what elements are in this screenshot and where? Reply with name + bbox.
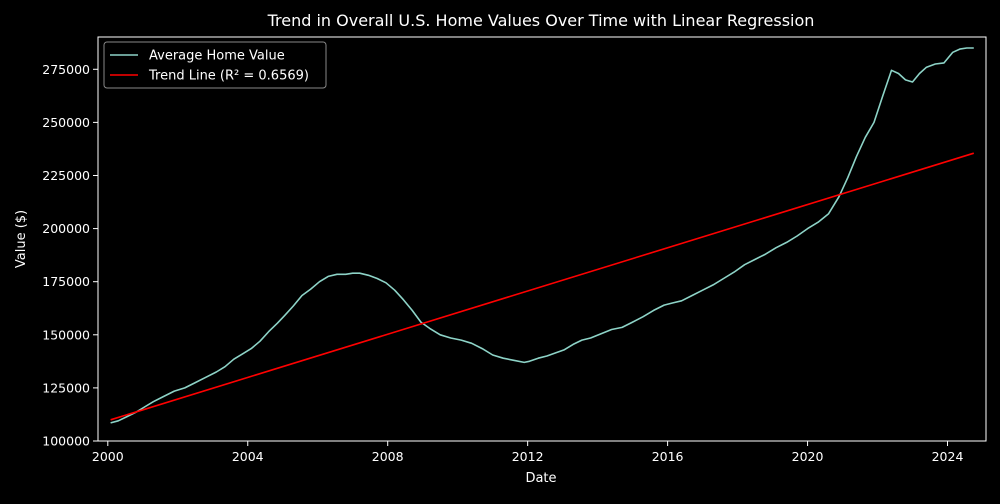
y-tick-label: 225000 (42, 168, 90, 183)
average-home-value-line (110, 47, 974, 424)
x-tick-label: 2016 (652, 449, 684, 464)
y-axis-label: Value ($) (14, 210, 29, 268)
x-tick-label: 2024 (932, 449, 964, 464)
y-tick-label: 275000 (42, 62, 90, 77)
legend-label-trend-line: Trend Line (R² = 0.6569) (148, 69, 309, 84)
plot-frame (97, 36, 987, 442)
x-axis-label: Date (525, 471, 556, 486)
chart-title: Trend in Overall U.S. Home Values Over T… (267, 11, 815, 30)
y-tick-label: 150000 (42, 327, 90, 342)
x-tick-label: 2020 (792, 449, 824, 464)
y-tick-label: 175000 (42, 274, 90, 289)
y-tick-label: 125000 (42, 380, 90, 395)
y-axis: 100000 125000 150000 175000 200000 225000 2500… (42, 62, 98, 449)
y-tick-label: 200000 (42, 221, 90, 236)
series-layer (110, 47, 975, 424)
x-tick-label: 2004 (232, 449, 264, 464)
legend-box (103, 41, 327, 89)
trend-line (110, 152, 975, 421)
x-tick-label: 2000 (92, 449, 124, 464)
legend-label-average-home-value: Average Home Value (149, 49, 285, 64)
x-tick-label: 2012 (512, 449, 544, 464)
y-tick-label: 250000 (42, 115, 90, 130)
x-axis: 2000 2004 2008 2012 2016 2020 2024 (92, 441, 964, 464)
y-tick-label: 100000 (42, 434, 90, 449)
x-tick-label: 2008 (372, 449, 404, 464)
legend: Average Home Value Trend Line (R² = 0.65… (103, 41, 327, 89)
